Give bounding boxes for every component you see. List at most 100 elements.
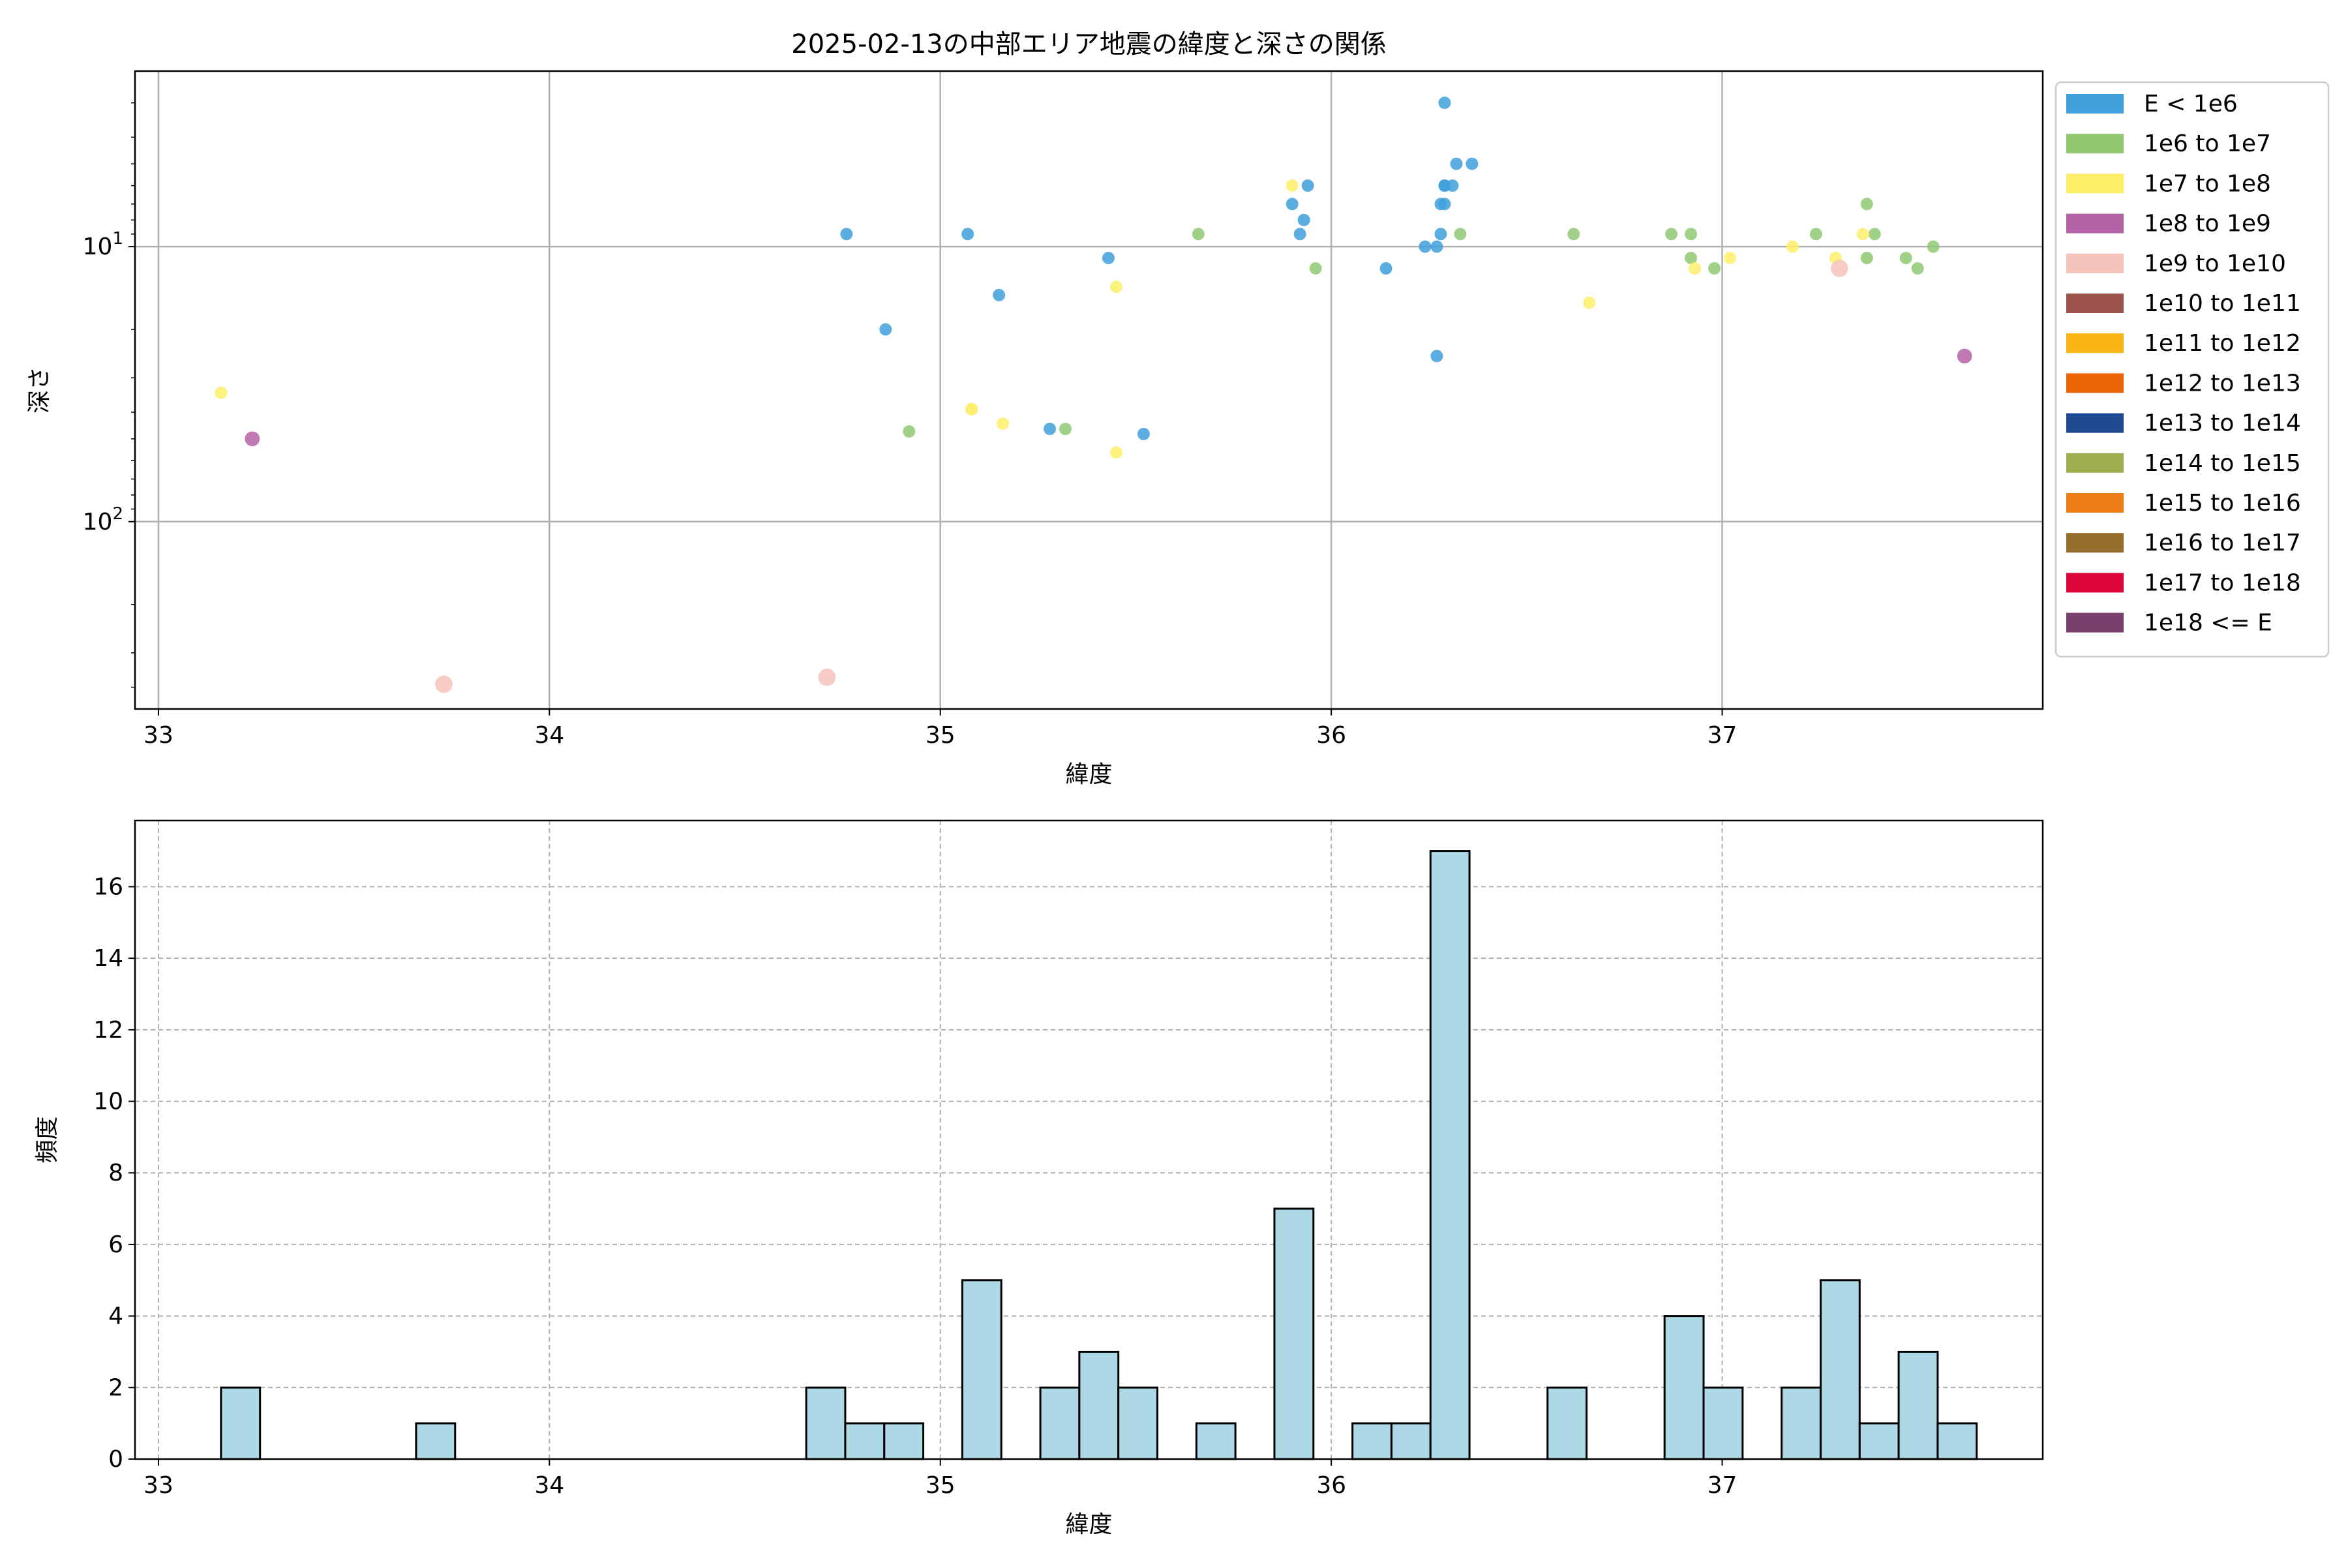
scatter-point — [1438, 97, 1451, 110]
histogram-bar — [1390, 1422, 1432, 1460]
scatter-point — [1044, 423, 1057, 436]
legend-items: E < 1e6 1e6 to 1e7 1e7 to 1e8 1e8 to 1e9 1e9… — [2066, 91, 2301, 637]
histogram-bar — [1702, 1386, 1744, 1460]
legend-label: 1e14 to 1e15 — [2144, 450, 2301, 477]
scatter-point — [1927, 240, 1940, 253]
legend-swatch — [2066, 612, 2124, 633]
scatter-points — [215, 97, 1972, 693]
histogram-bar — [1078, 1350, 1120, 1460]
histogram-y-tick-label: 12 — [93, 1017, 123, 1044]
histogram-bar — [961, 1279, 1002, 1460]
scatter-x-tick-label: 35 — [926, 722, 956, 749]
scatter-point — [1059, 423, 1072, 436]
scatter-point — [1438, 198, 1451, 211]
scatter-point — [1297, 213, 1310, 226]
scatter-point — [965, 402, 978, 415]
scatter-point — [1137, 427, 1150, 440]
scatter-point — [215, 386, 228, 399]
histogram-y-tick-label: 14 — [93, 945, 123, 972]
histogram-bar — [415, 1422, 457, 1460]
histogram-bar — [1351, 1422, 1392, 1460]
histogram-x-tick-label: 33 — [143, 1472, 173, 1499]
scatter-ticks: 33 34 35 36 37 101 102 — [83, 102, 1738, 749]
scatter-chart: 33 34 35 36 37 101 102 2025-02-13の中部エリア地震の緯度と深… — [26, 29, 2330, 788]
scatter-point — [1723, 252, 1736, 265]
scatter-point — [1192, 228, 1205, 241]
scatter-point — [1109, 280, 1122, 294]
histogram-y-tick-label: 2 — [108, 1374, 123, 1401]
legend-swatch — [2066, 173, 2124, 194]
legend-swatch — [2066, 253, 2124, 273]
legend-label: 1e6 to 1e7 — [2144, 130, 2271, 157]
scatter-point — [903, 425, 916, 438]
scatter-point — [993, 288, 1006, 301]
scatter-point — [1379, 262, 1392, 275]
histogram-bar — [883, 1422, 925, 1460]
histogram-chart: 33 34 35 36 37 0 2 4 6 8 10 12 14 16 緯度 頻度 — [34, 819, 2044, 1538]
scatter-point — [1868, 228, 1881, 241]
histogram-bar — [1936, 1422, 1978, 1460]
scatter-point — [1685, 228, 1698, 241]
scatter-point — [818, 669, 836, 686]
scatter-x-tick-label: 36 — [1316, 722, 1346, 749]
legend-label: 1e12 to 1e13 — [2144, 370, 2301, 397]
scatter-point — [1286, 179, 1299, 192]
scatter-point — [997, 417, 1010, 430]
histogram-bar — [805, 1386, 847, 1460]
scatter-x-tick-label: 37 — [1708, 722, 1738, 749]
histogram-y-tick-label: 0 — [108, 1446, 123, 1473]
histogram-bar — [1781, 1386, 1822, 1460]
scatter-x-axis-label: 緯度 — [1065, 761, 1112, 788]
histogram-y-tick-label: 6 — [108, 1231, 123, 1258]
legend: E < 1e6 1e6 to 1e7 1e7 to 1e8 1e8 to 1e9 1e9… — [2054, 81, 2330, 658]
legend-label: E < 1e6 — [2144, 91, 2238, 117]
scatter-point — [1301, 179, 1314, 192]
histogram-bar — [1663, 1315, 1705, 1460]
histogram-bar — [1195, 1422, 1237, 1460]
scatter-point — [840, 228, 853, 241]
legend-swatch — [2066, 533, 2124, 553]
histogram-bar — [1117, 1386, 1159, 1460]
scatter-title: 2025-02-13の中部エリア地震の緯度と深さの関係 — [791, 29, 1386, 59]
histogram-bar — [1429, 850, 1471, 1460]
histogram-x-axis-label: 緯度 — [1065, 1511, 1112, 1538]
scatter-point — [1434, 228, 1447, 241]
legend-label: 1e17 to 1e18 — [2144, 569, 2301, 596]
scatter-point — [1419, 240, 1432, 253]
legend-swatch — [2066, 213, 2124, 234]
histogram-bar — [1819, 1279, 1861, 1460]
scatter-point — [1809, 228, 1822, 241]
scatter-gridlines — [135, 71, 2043, 709]
scatter-point — [1454, 228, 1467, 241]
scatter-point — [1899, 252, 1912, 265]
legend-label: 1e10 to 1e11 — [2144, 290, 2301, 317]
scatter-point — [245, 431, 260, 447]
histogram-bar — [1858, 1422, 1900, 1460]
scatter-point — [1856, 228, 1869, 241]
scatter-y-tick-label: 101 — [83, 229, 123, 260]
legend-label: 1e8 to 1e9 — [2144, 211, 2271, 237]
scatter-point — [1708, 262, 1721, 275]
scatter-point — [1102, 252, 1115, 265]
scatter-point — [1665, 228, 1678, 241]
scatter-x-tick-label: 34 — [534, 722, 564, 749]
histogram-bar — [1897, 1350, 1939, 1460]
histogram-y-tick-label: 10 — [93, 1089, 123, 1115]
scatter-point — [1450, 157, 1463, 170]
scatter-point — [1446, 179, 1459, 192]
legend-label: 1e9 to 1e10 — [2144, 250, 2286, 277]
scatter-point — [1685, 252, 1698, 265]
scatter-x-tick-label: 33 — [143, 722, 173, 749]
scatter-point — [879, 323, 892, 336]
scatter-point — [1109, 446, 1122, 459]
legend-swatch — [2066, 294, 2124, 313]
legend-swatch — [2066, 333, 2124, 354]
legend-label: 1e18 <= E — [2144, 610, 2272, 637]
legend-label: 1e11 to 1e12 — [2144, 330, 2301, 357]
histogram-y-tick-label: 4 — [108, 1303, 123, 1330]
histogram-bar — [844, 1422, 886, 1460]
scatter-point — [1860, 252, 1873, 265]
legend-label: 1e13 to 1e14 — [2144, 410, 2301, 437]
legend-swatch — [2066, 413, 2124, 433]
